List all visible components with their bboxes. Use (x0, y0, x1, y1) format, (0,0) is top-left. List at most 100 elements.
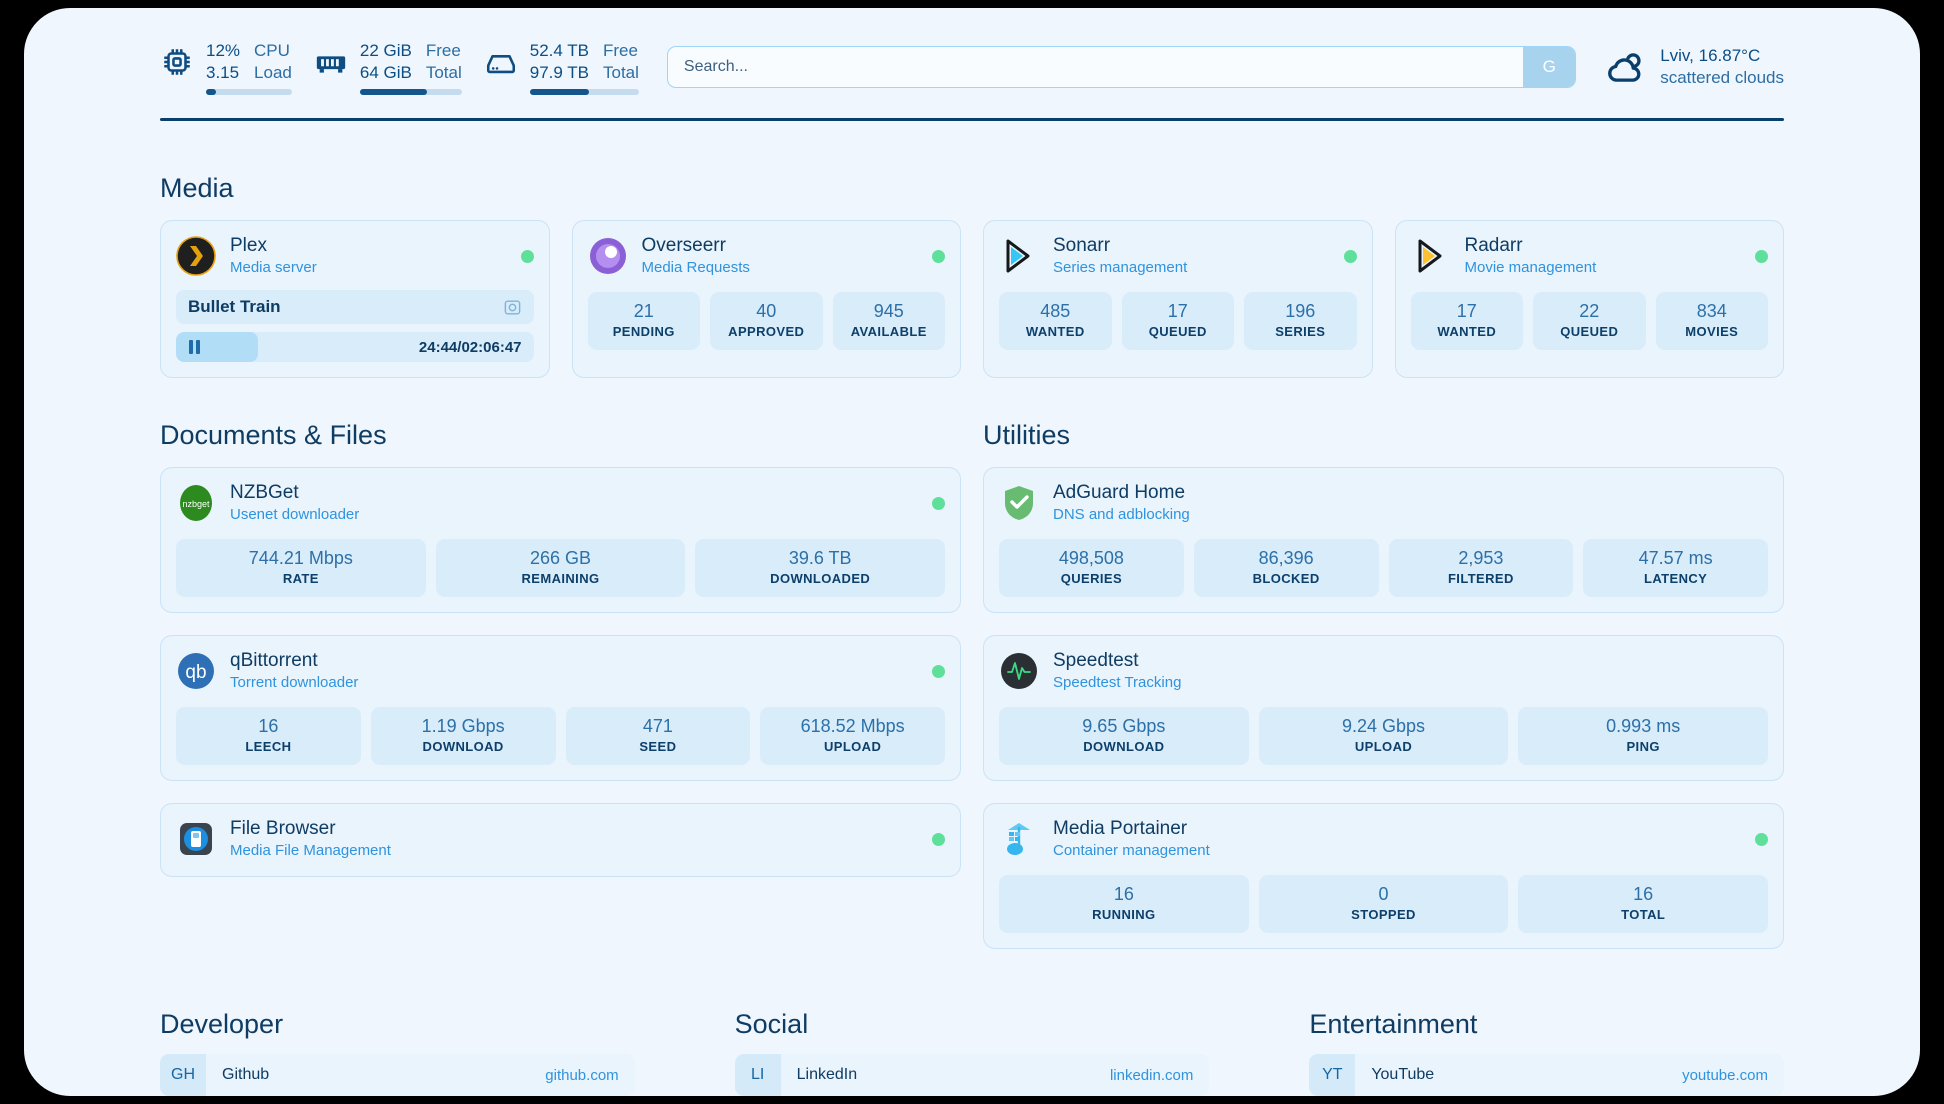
stat-label: MOVIES (1685, 324, 1739, 339)
stat-value: 471 (642, 716, 673, 736)
bookmark-item-github[interactable]: GH Github github.com (160, 1054, 635, 1096)
stat-label: UPLOAD (823, 739, 882, 754)
svg-text:nzbget: nzbget (182, 499, 210, 509)
disk-free-value: 52.4 TB (529, 40, 589, 60)
now-playing-title-bar: Bullet Train (176, 290, 534, 324)
stat-label: WANTED (1025, 324, 1085, 339)
cloud-icon (1604, 46, 1646, 88)
stat-value: 1.19 Gbps (421, 716, 505, 736)
card-header: nzbget NZBGet Usenet downloader (176, 481, 945, 525)
stat-value: 945 (873, 301, 904, 321)
card-header: Speedtest Speedtest Tracking (999, 649, 1768, 693)
bookmark-item-linkedin[interactable]: LI LinkedIn linkedin.com (734, 1054, 1210, 1096)
service-card-speedtest[interactable]: Speedtest Speedtest Tracking 9.65 Gbps D… (983, 635, 1784, 781)
sonarr-icon (999, 236, 1039, 276)
svg-text:qb: qb (185, 662, 206, 683)
bookmarks-grid: Developer GH Github github.com SO StackO… (160, 1009, 1784, 1096)
memory-free-value: 22 GiB (359, 40, 412, 60)
memory-label-bottom: Total (425, 62, 462, 82)
disk-label-top: Free (603, 40, 638, 60)
stat-tiles: 744.21 Mbps RATE 266 GB REMAINING 39.6 T… (176, 539, 946, 597)
stat-tile: 16 RUNNING (999, 875, 1249, 933)
stat-label: APPROVED (728, 324, 805, 339)
stat-label: LEECH (245, 739, 292, 754)
stat-value: 16 (1113, 884, 1134, 904)
bookmark-url: linkedin.com (1109, 1066, 1194, 1084)
card-header: File Browser Media File Management (176, 817, 945, 861)
bookmark-group-title: Developer (160, 1009, 284, 1039)
bookmark-list: LI LinkedIn linkedin.com TW Twitter twit… (734, 1054, 1210, 1096)
cast-icon[interactable] (503, 298, 522, 317)
playback-progress-bar[interactable]: 24:44/02:06:47 (176, 332, 534, 362)
bookmark-item-youtube[interactable]: YT YouTube youtube.com (1309, 1054, 1784, 1096)
stat-value: 0.993 ms (1606, 716, 1681, 736)
bookmark-group-entertainment: Entertainment YT YouTube youtube.com NF … (1309, 1009, 1784, 1096)
bookmark-group-title: Entertainment (1309, 1009, 1478, 1039)
search-input[interactable] (667, 47, 1524, 87)
service-name: Speedtest (1053, 650, 1139, 671)
card-header: qb qBittorrent Torrent downloader (176, 649, 945, 693)
stat-tile: 16 LEECH (176, 707, 361, 765)
disk-label-bottom: Total (603, 62, 639, 82)
lower-sections: Documents & Files nzbget (160, 378, 1784, 949)
service-card-file-browser[interactable]: File Browser Media File Management (160, 803, 961, 877)
stat-tile: 471 SEED (565, 707, 751, 765)
stat-value: 834 (1696, 301, 1727, 321)
service-name: Sonarr (1053, 235, 1111, 256)
stat-label: WANTED (1437, 324, 1497, 339)
stat-label: REMAINING (521, 571, 600, 586)
stat-value: 17 (1167, 301, 1188, 321)
service-subtitle: Media server (230, 259, 317, 276)
playback-time: 24:44/02:06:47 (419, 339, 522, 356)
pause-icon[interactable] (189, 340, 200, 354)
search-submit-button[interactable]: G (1523, 47, 1576, 87)
service-card-plex[interactable]: Plex Media server Bullet Train (160, 220, 550, 378)
stat-tiles: 485 WANTED 17 QUEUED 196 SERIES (999, 292, 1357, 350)
cpu-label-bottom: Load (254, 62, 292, 82)
stat-value: 47.57 ms (1638, 548, 1713, 568)
stat-tile: 9.65 Gbps DOWNLOAD (999, 707, 1249, 765)
service-card-media-portainer[interactable]: Media Portainer Container management 16 … (983, 803, 1784, 949)
bookmark-label: YouTube (1371, 1066, 1435, 1083)
stat-tiles: 9.65 Gbps DOWNLOAD 9.24 Gbps UPLOAD 0.99… (999, 707, 1769, 765)
card-header: AdGuard Home DNS and adblocking (999, 481, 1768, 525)
service-subtitle: Speedtest Tracking (1053, 674, 1182, 691)
card-header: Sonarr Series management (999, 234, 1357, 278)
stat-label: RATE (282, 571, 319, 586)
dashboard-page: 12% 3.15 CPU Load (24, 8, 1920, 1096)
bookmark-label: Github (222, 1066, 270, 1083)
stat-value: 266 GB (529, 548, 592, 568)
system-stats-group: 12% 3.15 CPU Load (160, 40, 639, 95)
stat-value: 17 (1456, 301, 1477, 321)
stat-label: TOTAL (1621, 907, 1666, 922)
service-card-adguard-home[interactable]: AdGuard Home DNS and adblocking 498,508 … (983, 467, 1784, 613)
section-title-media: Media (160, 173, 234, 203)
service-card-overseerr[interactable]: Overseerr Media Requests 21 PENDING 40 A… (571, 220, 961, 378)
stat-tile: 196 SERIES (1244, 292, 1357, 350)
overseerr-icon (588, 236, 628, 276)
nzbget-icon: nzbget (176, 483, 216, 523)
search-box[interactable]: G (666, 46, 1577, 88)
service-name: NZBGet (230, 482, 299, 503)
service-card-qbittorrent[interactable]: qb qBittorrent Torrent downloader (160, 635, 961, 781)
bookmark-label: LinkedIn (796, 1066, 858, 1083)
header-divider (160, 118, 1784, 121)
stat-tile: 744.21 Mbps RATE (176, 539, 426, 597)
stat-value: 744.21 Mbps (248, 548, 353, 568)
memory-icon (314, 45, 348, 79)
bookmark-list: GH Github github.com SO StackOverflow st… (160, 1054, 635, 1096)
service-name: Radarr (1464, 235, 1523, 256)
stat-value: 16 (1633, 884, 1654, 904)
speedtest-icon (999, 651, 1039, 691)
service-card-radarr[interactable]: Radarr Movie management 17 WANTED 22 QUE… (1394, 220, 1784, 378)
playback-duration: 02:06:47 (461, 338, 522, 356)
service-name: Overseerr (641, 235, 726, 256)
stat-tile: 39.6 TB DOWNLOADED (695, 539, 946, 597)
now-playing-title: Bullet Train (188, 297, 281, 316)
stat-tile: 0.993 ms PING (1518, 707, 1769, 765)
cpu-usage-bar (206, 88, 292, 95)
status-indicator-online (1755, 249, 1768, 263)
service-card-sonarr[interactable]: Sonarr Series management 485 WANTED 17 Q… (983, 220, 1373, 378)
disk-icon (484, 45, 518, 79)
service-card-nzbget[interactable]: nzbget NZBGet Usenet downloader 74 (160, 467, 961, 613)
